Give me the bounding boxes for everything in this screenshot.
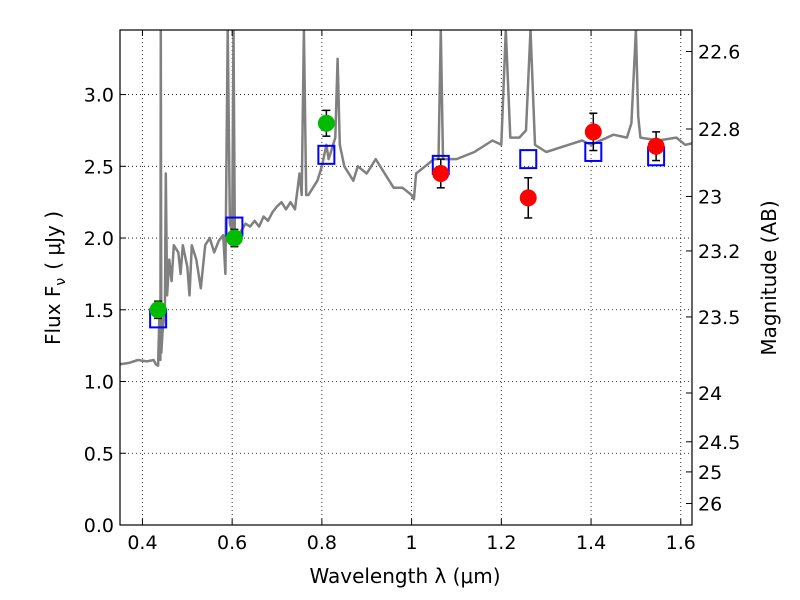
right-axis-label: Magnitude (AB) bbox=[757, 200, 781, 355]
grid bbox=[120, 30, 692, 526]
nir-photometry-point bbox=[432, 164, 450, 182]
x-tick-label: 0.4 bbox=[127, 532, 157, 554]
model-spectrum-line bbox=[120, 30, 692, 367]
y-axis-label-subscript: ν bbox=[53, 278, 69, 286]
y-axis-label-unit: ( μJy ) bbox=[41, 211, 65, 270]
nir-photometry-point bbox=[519, 189, 537, 207]
y2-tick-label: 26 bbox=[698, 493, 722, 515]
x-tick-label: 1 bbox=[406, 532, 418, 554]
optical-photometry-point bbox=[225, 229, 243, 247]
x-axis-label: Wavelength λ (μm) bbox=[309, 564, 500, 588]
y-axis-label: Flux Fν ( μJy ) bbox=[41, 211, 69, 345]
x-tick-label: 1.2 bbox=[486, 532, 516, 554]
model-photometry-square bbox=[317, 144, 336, 165]
nir-photometry-point bbox=[647, 137, 665, 155]
y2-tick-label: 25 bbox=[698, 462, 722, 484]
y-tick-label: 1.0 bbox=[84, 372, 114, 394]
y-tick-label: 0.5 bbox=[84, 443, 114, 465]
y2-tick-label: 23 bbox=[698, 186, 722, 208]
y-tick-label: 3.0 bbox=[84, 85, 114, 107]
y2-tick-label: 23.2 bbox=[698, 241, 740, 263]
x-tick-label: 1.4 bbox=[576, 532, 606, 554]
y-tick-label: 1.5 bbox=[84, 300, 114, 322]
y2-tick-label: 22.8 bbox=[698, 119, 740, 141]
y-tick-label: 2.0 bbox=[84, 228, 114, 250]
y2-tick-label: 22.6 bbox=[698, 42, 740, 64]
x-tick-label: 0.6 bbox=[217, 532, 247, 554]
y-tick-label: 0.0 bbox=[84, 515, 114, 537]
optical-photometry-point bbox=[317, 114, 335, 132]
y-axis-label-main: Flux F bbox=[41, 286, 65, 345]
axis-ticks: 0.4 0.6 0.8 1 1.2 1.4 1.6 0.0 0.5 1.0 1.5 2.0 2.5 3.0… bbox=[84, 30, 740, 554]
y2-tick-label: 24.5 bbox=[698, 432, 740, 454]
y2-tick-label: 24 bbox=[698, 383, 722, 405]
model-spectrum-layer bbox=[120, 30, 692, 367]
photometry-layer bbox=[149, 109, 666, 329]
model-photometry-square bbox=[519, 149, 538, 170]
x-tick-label: 0.8 bbox=[307, 532, 337, 554]
optical-photometry-point bbox=[149, 301, 167, 319]
x-tick-label: 1.6 bbox=[666, 532, 696, 554]
y-tick-label: 2.5 bbox=[84, 156, 114, 178]
nir-photometry-point bbox=[584, 123, 602, 141]
y2-tick-label: 23.5 bbox=[698, 307, 740, 329]
plot-frame bbox=[119, 29, 693, 526]
